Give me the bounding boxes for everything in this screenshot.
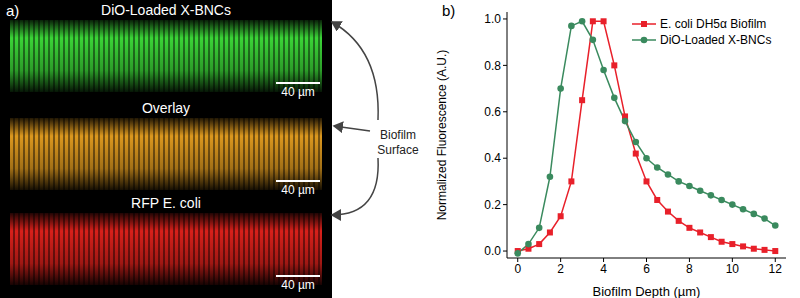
svg-text:2: 2 [557, 262, 564, 276]
html-text:b): b) [442, 2, 456, 19]
svg-text:12: 12 [769, 262, 783, 276]
html-text:40 µm: 40 µm [281, 85, 315, 99]
html-text:E. coli DH5α Biofilm: E. coli DH5α Biofilm [660, 17, 767, 31]
svg-text:0.8: 0.8 [484, 59, 501, 73]
html-text:40 µm: 40 µm [281, 183, 315, 197]
svg-text:0.0: 0.0 [484, 244, 501, 258]
html-text:DiO-Loaded X-BNCs: DiO-Loaded X-BNCs [660, 33, 772, 47]
html-text:Biofilm Surface: Biofilm Surface [377, 128, 419, 157]
svg-text:8: 8 [686, 262, 693, 276]
svg-text:1.0: 1.0 [484, 12, 501, 26]
html-text:DiO-Loaded X-BNCs: DiO-Loaded X-BNCs [101, 2, 231, 18]
svg-text:4: 4 [600, 262, 607, 276]
svg-text:0.6: 0.6 [484, 105, 501, 119]
html-text:a): a) [6, 2, 20, 19]
svg-text:6: 6 [643, 262, 650, 276]
html-text:RFP E. coli: RFP E. coli [131, 195, 201, 211]
svg-text:Normalized Fluorescence (A.U.): Normalized Fluorescence (A.U.) [435, 50, 449, 221]
svg-text:Biofilm Depth (µm): Biofilm Depth (µm) [593, 284, 701, 298]
svg-text:0.2: 0.2 [484, 198, 501, 212]
html-text:40 µm: 40 µm [281, 278, 315, 292]
svg-text:0: 0 [514, 262, 521, 276]
svg-text:0.4: 0.4 [484, 151, 501, 165]
svg-text:10: 10 [726, 262, 740, 276]
html-text:Overlay: Overlay [141, 100, 191, 116]
